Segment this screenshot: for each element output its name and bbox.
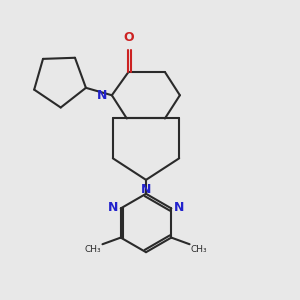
Text: N: N [174, 201, 184, 214]
Text: O: O [124, 32, 134, 44]
Text: N: N [97, 89, 107, 102]
Text: CH₃: CH₃ [85, 245, 101, 254]
Text: N: N [141, 183, 151, 196]
Text: CH₃: CH₃ [190, 245, 207, 254]
Text: N: N [108, 201, 118, 214]
